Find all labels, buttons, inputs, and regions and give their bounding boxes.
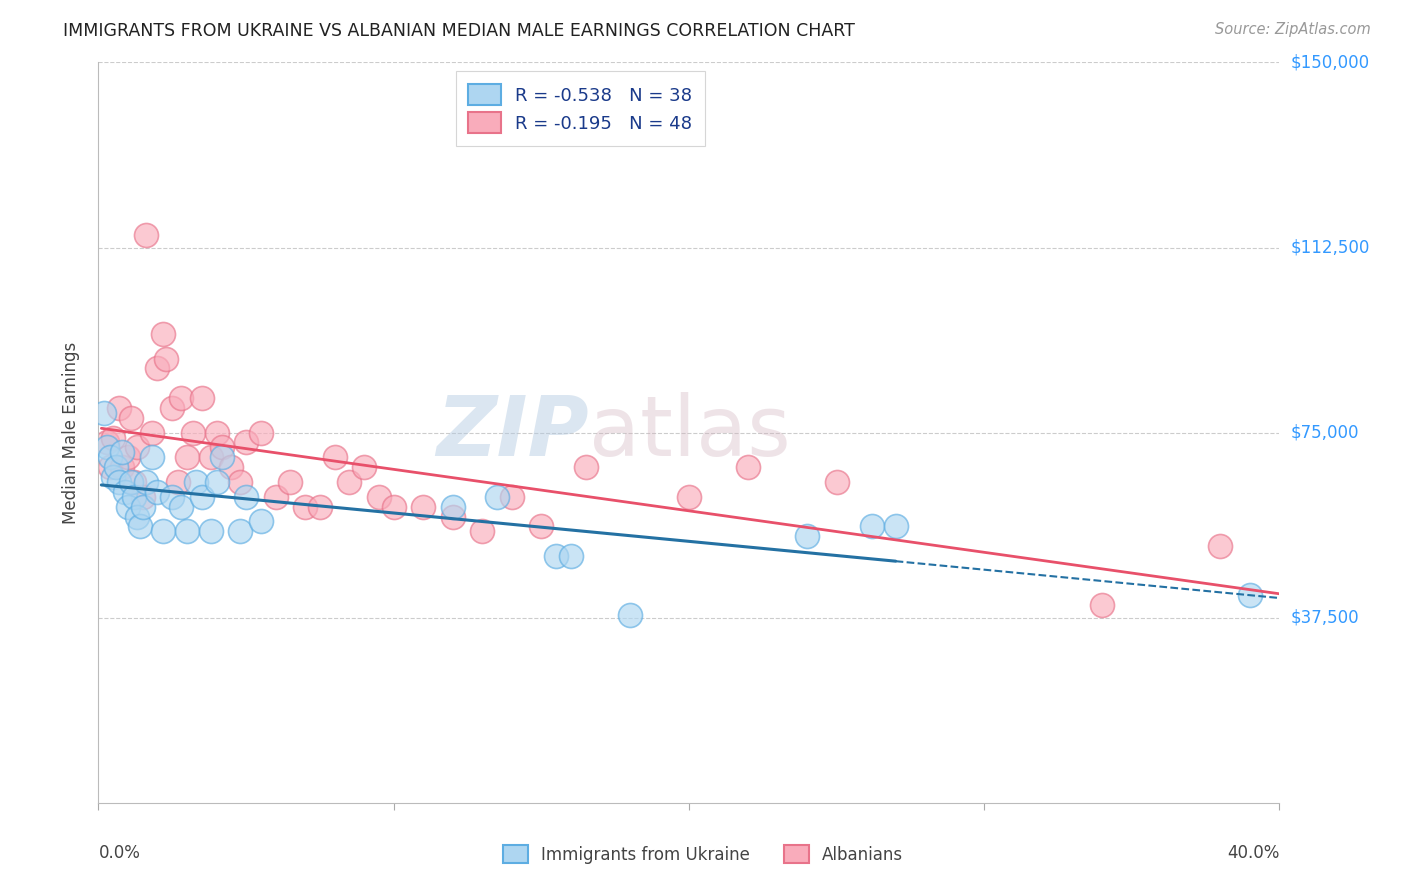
Point — [167, 475, 190, 489]
Point — [170, 391, 193, 405]
Text: Source: ZipAtlas.com: Source: ZipAtlas.com — [1215, 22, 1371, 37]
Point — [135, 228, 157, 243]
Text: $112,500: $112,500 — [1291, 238, 1369, 257]
Point — [619, 608, 641, 623]
Point — [486, 490, 509, 504]
Point — [141, 450, 163, 465]
Point — [353, 460, 375, 475]
Point — [155, 351, 177, 366]
Point — [108, 475, 131, 489]
Point — [132, 490, 155, 504]
Point — [162, 401, 183, 415]
Point — [229, 475, 252, 489]
Point — [146, 484, 169, 499]
Text: 0.0%: 0.0% — [98, 844, 141, 862]
Point — [860, 519, 883, 533]
Point — [162, 490, 183, 504]
Point — [575, 460, 598, 475]
Text: IMMIGRANTS FROM UKRAINE VS ALBANIAN MEDIAN MALE EARNINGS CORRELATION CHART: IMMIGRANTS FROM UKRAINE VS ALBANIAN MEDI… — [63, 22, 855, 40]
Point — [98, 450, 121, 465]
Point — [1209, 539, 1232, 553]
Point — [141, 425, 163, 440]
Point — [200, 524, 222, 539]
Point — [280, 475, 302, 489]
Point — [105, 460, 128, 475]
Point — [221, 460, 243, 475]
Point — [181, 425, 204, 440]
Point — [235, 435, 257, 450]
Point — [1091, 599, 1114, 613]
Point — [229, 524, 252, 539]
Point — [135, 475, 157, 489]
Y-axis label: Median Male Earnings: Median Male Earnings — [62, 342, 80, 524]
Point — [235, 490, 257, 504]
Point — [382, 500, 405, 514]
Text: 40.0%: 40.0% — [1227, 844, 1279, 862]
Point — [114, 484, 136, 499]
Point — [103, 470, 125, 484]
Text: $150,000: $150,000 — [1291, 54, 1369, 71]
Text: ZIP: ZIP — [436, 392, 589, 473]
Point — [146, 361, 169, 376]
Point — [125, 441, 148, 455]
Point — [678, 490, 700, 504]
Point — [339, 475, 361, 489]
Point — [191, 391, 214, 405]
Point — [1239, 589, 1261, 603]
Point — [530, 519, 553, 533]
Text: $75,000: $75,000 — [1291, 424, 1360, 442]
Legend: R = -0.538   N = 38, R = -0.195   N = 48: R = -0.538 N = 38, R = -0.195 N = 48 — [456, 71, 704, 145]
Point — [825, 475, 848, 489]
Point — [128, 519, 150, 533]
Point — [211, 450, 233, 465]
Text: atlas: atlas — [589, 392, 790, 473]
Point — [176, 524, 198, 539]
Point — [176, 450, 198, 465]
Point — [108, 401, 131, 415]
Point — [96, 441, 118, 455]
Point — [560, 549, 582, 563]
Point — [211, 441, 233, 455]
Point — [184, 475, 207, 489]
Point — [122, 475, 145, 489]
Point — [264, 490, 287, 504]
Point — [546, 549, 568, 563]
Point — [117, 500, 139, 514]
Point — [250, 425, 273, 440]
Point — [412, 500, 434, 514]
Point — [98, 460, 121, 475]
Point — [103, 431, 125, 445]
Point — [117, 450, 139, 465]
Point — [441, 509, 464, 524]
Point — [93, 406, 115, 420]
Point — [125, 509, 148, 524]
Point — [294, 500, 316, 514]
Point — [200, 450, 222, 465]
Point — [205, 425, 228, 440]
Point — [122, 490, 145, 504]
Point — [120, 410, 142, 425]
Point — [368, 490, 391, 504]
Point — [323, 450, 346, 465]
Text: $37,500: $37,500 — [1291, 608, 1360, 627]
Point — [152, 524, 174, 539]
Point — [884, 519, 907, 533]
Legend: Immigrants from Ukraine, Albanians: Immigrants from Ukraine, Albanians — [496, 838, 910, 871]
Point — [132, 500, 155, 514]
Point — [250, 515, 273, 529]
Point — [111, 460, 134, 475]
Point — [191, 490, 214, 504]
Point — [111, 445, 134, 459]
Point — [441, 500, 464, 514]
Point — [471, 524, 494, 539]
Point — [120, 475, 142, 489]
Point — [501, 490, 523, 504]
Point — [205, 475, 228, 489]
Point — [796, 529, 818, 543]
Point — [152, 326, 174, 341]
Point — [309, 500, 332, 514]
Point — [170, 500, 193, 514]
Point — [737, 460, 759, 475]
Point — [96, 435, 118, 450]
